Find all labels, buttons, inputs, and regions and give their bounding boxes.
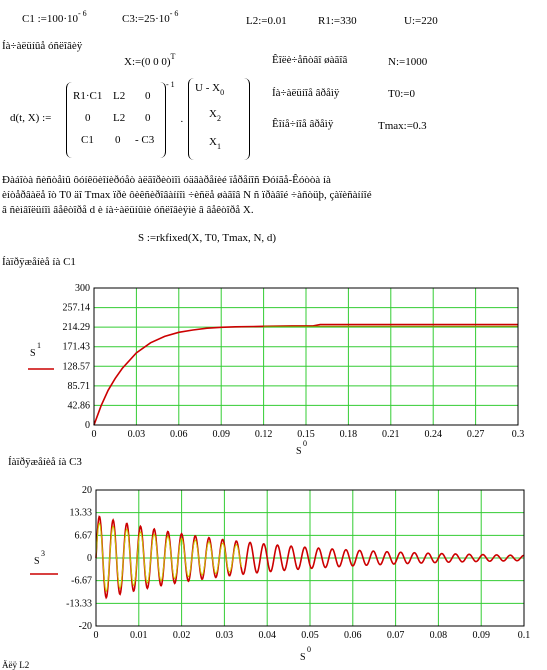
- series-line-1: [95, 522, 243, 592]
- t0-label: Íà÷àëüíîå âðåìÿ: [272, 87, 340, 99]
- y-tick-label: 42.86: [68, 400, 91, 411]
- x-tick-label: 0.07: [387, 630, 405, 641]
- x-tick-label: 0.03: [128, 429, 146, 440]
- y-tick-label: 0: [85, 420, 90, 431]
- x-tick-label: 0: [94, 630, 99, 641]
- tmax-label: Êîíå÷íîå âðåìÿ: [272, 118, 334, 130]
- y-tick-label: 300: [75, 283, 90, 294]
- chart1-x-ticks: 0 0.03 0.06 0.09 0.12 0.15 0.18 0.21 0.24 0.27 0.3: [92, 429, 525, 440]
- bottom-text: Äëÿ L2: [2, 660, 30, 670]
- chart1-xlabel: S: [296, 446, 302, 457]
- x-tick-label: 0.12: [255, 429, 273, 440]
- rhs-vector: U - X0 X2 X1: [188, 78, 250, 160]
- chart2-x-ticks: 0 0.01 0.02 0.03 0.04 0.05 0.06 0.07 0.08 0.09 0.1: [94, 630, 531, 641]
- param-l2: L2:=0.01: [246, 15, 287, 27]
- description-line-1: Ðàáîòà ñèñòåìû ôóíêöèîíèðóåò àëãîðèòìîì …: [2, 174, 331, 186]
- series-line-0: [95, 515, 525, 600]
- x-tick-label: 0.08: [430, 630, 448, 641]
- initial-conditions-label: Íà÷àëüíûå óñëîâèÿ: [2, 40, 83, 52]
- x-tick-label: 0.09: [472, 630, 490, 641]
- x-tick-label: 0: [92, 429, 97, 440]
- y-tick-label: -20: [79, 621, 92, 632]
- solve-statement: S :=rkfixed(X, T0, Tmax, N, d): [138, 232, 277, 244]
- chart2-ylabel: S: [34, 556, 40, 567]
- multiply-dot: ·: [180, 116, 184, 128]
- chart1-series: [93, 323, 518, 426]
- chart-c3: -20 -13.33 -6.67 0 6.67 13.33 20 0 0.01 0.02 0.03…: [30, 485, 531, 663]
- x-tick-label: 0.06: [344, 630, 362, 641]
- tmax-value: Tmax:=0.3: [378, 120, 427, 132]
- x-tick-label: 0.04: [258, 630, 276, 641]
- y-tick-label: 13.33: [70, 508, 93, 519]
- series-line-0: [93, 323, 518, 426]
- x-vector: X:=(0 0 0)T: [124, 52, 176, 68]
- n-label: Êîëè÷åñòâî øàãîâ: [272, 54, 348, 66]
- x-tick-label: 0.21: [382, 429, 400, 440]
- y-tick-label: 20: [82, 485, 92, 496]
- param-c3: C3:=25·10- 6: [122, 9, 179, 25]
- coefficient-matrix: R1·C1 L2 0 0 L2 0 C1 0 - C3: [66, 82, 166, 158]
- x-tick-label: 0.06: [170, 429, 188, 440]
- chart2-xlabel: S: [300, 652, 306, 663]
- x-tick-label: 0.27: [467, 429, 485, 440]
- y-tick-label: 85.71: [68, 381, 91, 392]
- chart1-ylabel-sup: 1: [37, 341, 41, 350]
- x-tick-label: 0.15: [297, 429, 315, 440]
- chart2-series: [95, 515, 525, 600]
- y-tick-label: 128.57: [63, 361, 91, 372]
- x-tick-label: 0.02: [173, 630, 191, 641]
- chart2-frame: [95, 489, 525, 627]
- chart1-frame: [93, 287, 519, 426]
- chart1-y-ticks: 0 42.86 85.71 128.57 171.43 214.29 257.14 300: [63, 283, 91, 431]
- x-tick-label: 0.24: [424, 429, 442, 440]
- y-tick-label: 0: [87, 553, 92, 564]
- x-tick-label: 0.1: [518, 630, 531, 641]
- chart2-y-ticks: -20 -13.33 -6.67 0 6.67 13.33 20: [66, 485, 92, 632]
- x-tick-label: 0.01: [130, 630, 148, 641]
- y-tick-label: -6.67: [71, 576, 92, 587]
- y-tick-label: 6.67: [75, 530, 93, 541]
- y-tick-label: 171.43: [63, 342, 91, 353]
- x-tick-label: 0.05: [301, 630, 319, 641]
- param-u: U:=220: [404, 15, 438, 27]
- chart1-ylabel: S: [30, 348, 36, 359]
- chart1-grid: [93, 287, 519, 426]
- param-r1: R1:=330: [318, 15, 357, 27]
- x-tick-label: 0.18: [340, 429, 358, 440]
- chart2-xlabel-sup: 0: [307, 645, 311, 654]
- description-line-3: â ñèìâîëüíîì âåêòîðå d è íà÷àëüíûìè óñëî…: [2, 204, 254, 216]
- param-c1: C1 :=100·10- 6: [22, 9, 87, 25]
- y-tick-label: 214.29: [63, 322, 91, 333]
- y-tick-label: 257.14: [63, 303, 91, 314]
- d-definition: d(t, X) :=: [10, 112, 52, 124]
- matrix-inverse-exponent: - 1: [166, 80, 175, 89]
- x-tick-label: 0.3: [512, 429, 525, 440]
- x-tick-label: 0.03: [216, 630, 234, 641]
- chart1-xlabel-sup: 0: [303, 439, 307, 448]
- chart2-title: Íàïðÿæåíèå íà C3: [8, 456, 82, 468]
- x-tick-label: 0.09: [212, 429, 230, 440]
- y-tick-label: -13.33: [66, 598, 92, 609]
- chart-c1: 0 42.86 85.71 128.57 171.43 214.29 257.14 300 0…: [28, 283, 525, 457]
- n-value: N:=1000: [388, 56, 428, 68]
- t0-value: T0:=0: [388, 88, 415, 100]
- chart2-ylabel-sup: 3: [41, 549, 45, 558]
- chart1-title: Íàïðÿæåíèå íà C1: [2, 256, 76, 268]
- description-line-2: èíòåðâàëå îò T0 äî Tmax ïðè ôèêñèðîâàííî…: [2, 189, 372, 201]
